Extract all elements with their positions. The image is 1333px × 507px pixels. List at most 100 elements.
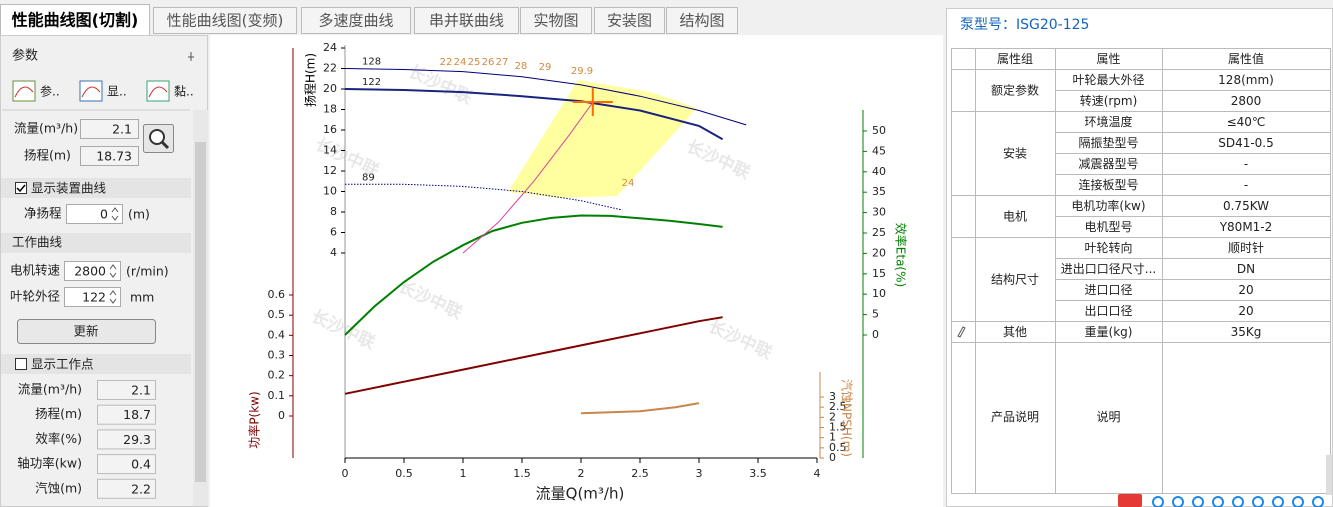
attr-value[interactable]: SD41-0.5 (1218, 136, 1274, 150)
checkbox-label[interactable]: 显示装置曲线 (31, 181, 107, 196)
y-tick-label: 0 (872, 328, 879, 341)
toolbar-label[interactable]: 参.. (40, 84, 60, 99)
attr-value[interactable]: Y80M1-2 (1219, 220, 1273, 234)
attr-value[interactable]: - (1244, 178, 1248, 192)
field-label: 流量(m³/h) (18, 382, 82, 397)
tab-label[interactable]: 实物图 (533, 12, 578, 30)
field-box[interactable] (64, 287, 121, 307)
tab[interactable] (666, 7, 738, 34)
toolbar-label[interactable]: 黏.. (174, 85, 194, 99)
attr-value[interactable]: 20 (1238, 304, 1253, 318)
field-box (97, 380, 156, 400)
field-box (97, 478, 156, 499)
tray-icon[interactable] (1232, 496, 1244, 507)
attr-value[interactable]: 128(mm) (1218, 73, 1274, 87)
panel-title: 参数 (12, 48, 38, 64)
y-tick-label: 0.3 (268, 349, 286, 362)
tab[interactable] (153, 7, 297, 34)
toolbar-icon-curve (148, 86, 168, 98)
axis-title: 功率P(kw) (247, 391, 262, 448)
y-tick-label: 6 (330, 226, 337, 239)
tab-label[interactable]: 性能曲线图(切割) (12, 11, 139, 30)
x-tick-label: 2.5 (631, 467, 649, 480)
attr-value[interactable]: ≤40℃ (1227, 115, 1266, 129)
update-button[interactable] (17, 319, 156, 344)
y-tick-label: 45 (872, 144, 886, 157)
attr-value[interactable]: 2800 (1231, 94, 1262, 108)
y-tick-label: 0.5 (829, 441, 847, 454)
y-tick-label: 10 (872, 287, 886, 300)
attr-value[interactable]: - (1244, 157, 1248, 171)
tray-icon[interactable] (1292, 496, 1304, 507)
y-tick-label: 0.4 (268, 328, 286, 341)
y-tick-label: 1.5 (829, 421, 847, 434)
attr-value[interactable]: 0.75KW (1223, 199, 1269, 213)
toolbar-icon[interactable] (12, 80, 36, 102)
tab[interactable] (0, 4, 150, 36)
tab-label[interactable]: 串并联曲线 (429, 12, 504, 30)
tray-icon[interactable] (1192, 496, 1204, 507)
toolbar-label[interactable]: 显.. (107, 85, 127, 99)
attr-value[interactable]: 顺时针 (1228, 240, 1264, 255)
tray-icon[interactable] (1312, 496, 1324, 507)
tab-label[interactable]: 多速度曲线 (318, 12, 393, 30)
tab[interactable] (301, 7, 411, 34)
tab[interactable] (594, 7, 665, 34)
value-cell[interactable] (1162, 342, 1331, 494)
tab[interactable] (414, 7, 519, 34)
field-value[interactable]: 122 (82, 290, 106, 305)
field-label: 电机转速 (10, 263, 61, 278)
tab-label[interactable]: 结构图 (679, 12, 724, 30)
field-label: 效率(%) (35, 431, 82, 446)
tab-label[interactable]: 安装图 (607, 12, 652, 30)
tray-icon[interactable] (1252, 496, 1264, 507)
checkmark (16, 184, 26, 193)
tray-icon[interactable] (1152, 496, 1164, 507)
y-tick-label: 30 (872, 206, 886, 219)
tray-icon[interactable] (1212, 496, 1224, 507)
spin-button[interactable] (109, 290, 117, 304)
x-tick-label: 4 (814, 467, 821, 480)
attr-value[interactable]: DN (1237, 262, 1255, 276)
curve-label: 122 (362, 77, 381, 88)
x-tick-label: 0 (342, 467, 349, 480)
attr-name: 进出口口径尺寸... (1061, 262, 1156, 276)
spin-button[interactable] (109, 264, 117, 278)
y-tick-label: 1 (829, 431, 836, 444)
y-tick-label: 40 (872, 165, 886, 178)
scroll-thumb[interactable] (195, 142, 206, 482)
eta-label: 22 (440, 57, 453, 68)
field-value[interactable]: 0 (100, 207, 108, 222)
spin-button[interactable] (111, 207, 119, 221)
field-box[interactable] (64, 261, 121, 281)
checkbox[interactable] (15, 358, 27, 370)
attr-value[interactable]: 20 (1238, 283, 1253, 297)
curve (344, 88, 724, 141)
axis-title: 扬程H(m) (303, 53, 318, 107)
checkbox-label[interactable]: 显示工作点 (31, 357, 94, 372)
field-box[interactable] (66, 204, 123, 224)
tray-icon[interactable] (1172, 496, 1184, 507)
tab[interactable] (520, 7, 592, 34)
group-name: 产品说明 (991, 409, 1039, 424)
attr-name: 减震器型号 (1078, 157, 1138, 171)
toolbar-icon[interactable] (146, 80, 170, 102)
group-name: 结构尺寸 (991, 272, 1039, 287)
curve-label: 128 (362, 57, 381, 68)
y-tick-label: 22 (323, 62, 337, 75)
field-value[interactable]: 2800 (74, 264, 106, 279)
button-label[interactable]: 更新 (73, 324, 98, 339)
attr-value[interactable]: 35Kg (1231, 325, 1262, 339)
y-tick-label: 14 (323, 144, 337, 157)
tray-icon[interactable] (1118, 494, 1142, 507)
tray-icon[interactable] (1272, 496, 1284, 507)
group-cell (975, 111, 1056, 196)
field-box (97, 429, 156, 450)
y-tick-label: 35 (872, 185, 886, 198)
pin-icon[interactable] (188, 52, 194, 61)
tab-label[interactable]: 性能曲线图(变频) (167, 12, 284, 30)
checkbox[interactable] (15, 182, 27, 194)
y-tick-label: 0.1 (268, 389, 286, 402)
field-label: 扬程(m) (24, 148, 71, 163)
toolbar-icon[interactable] (79, 80, 103, 102)
